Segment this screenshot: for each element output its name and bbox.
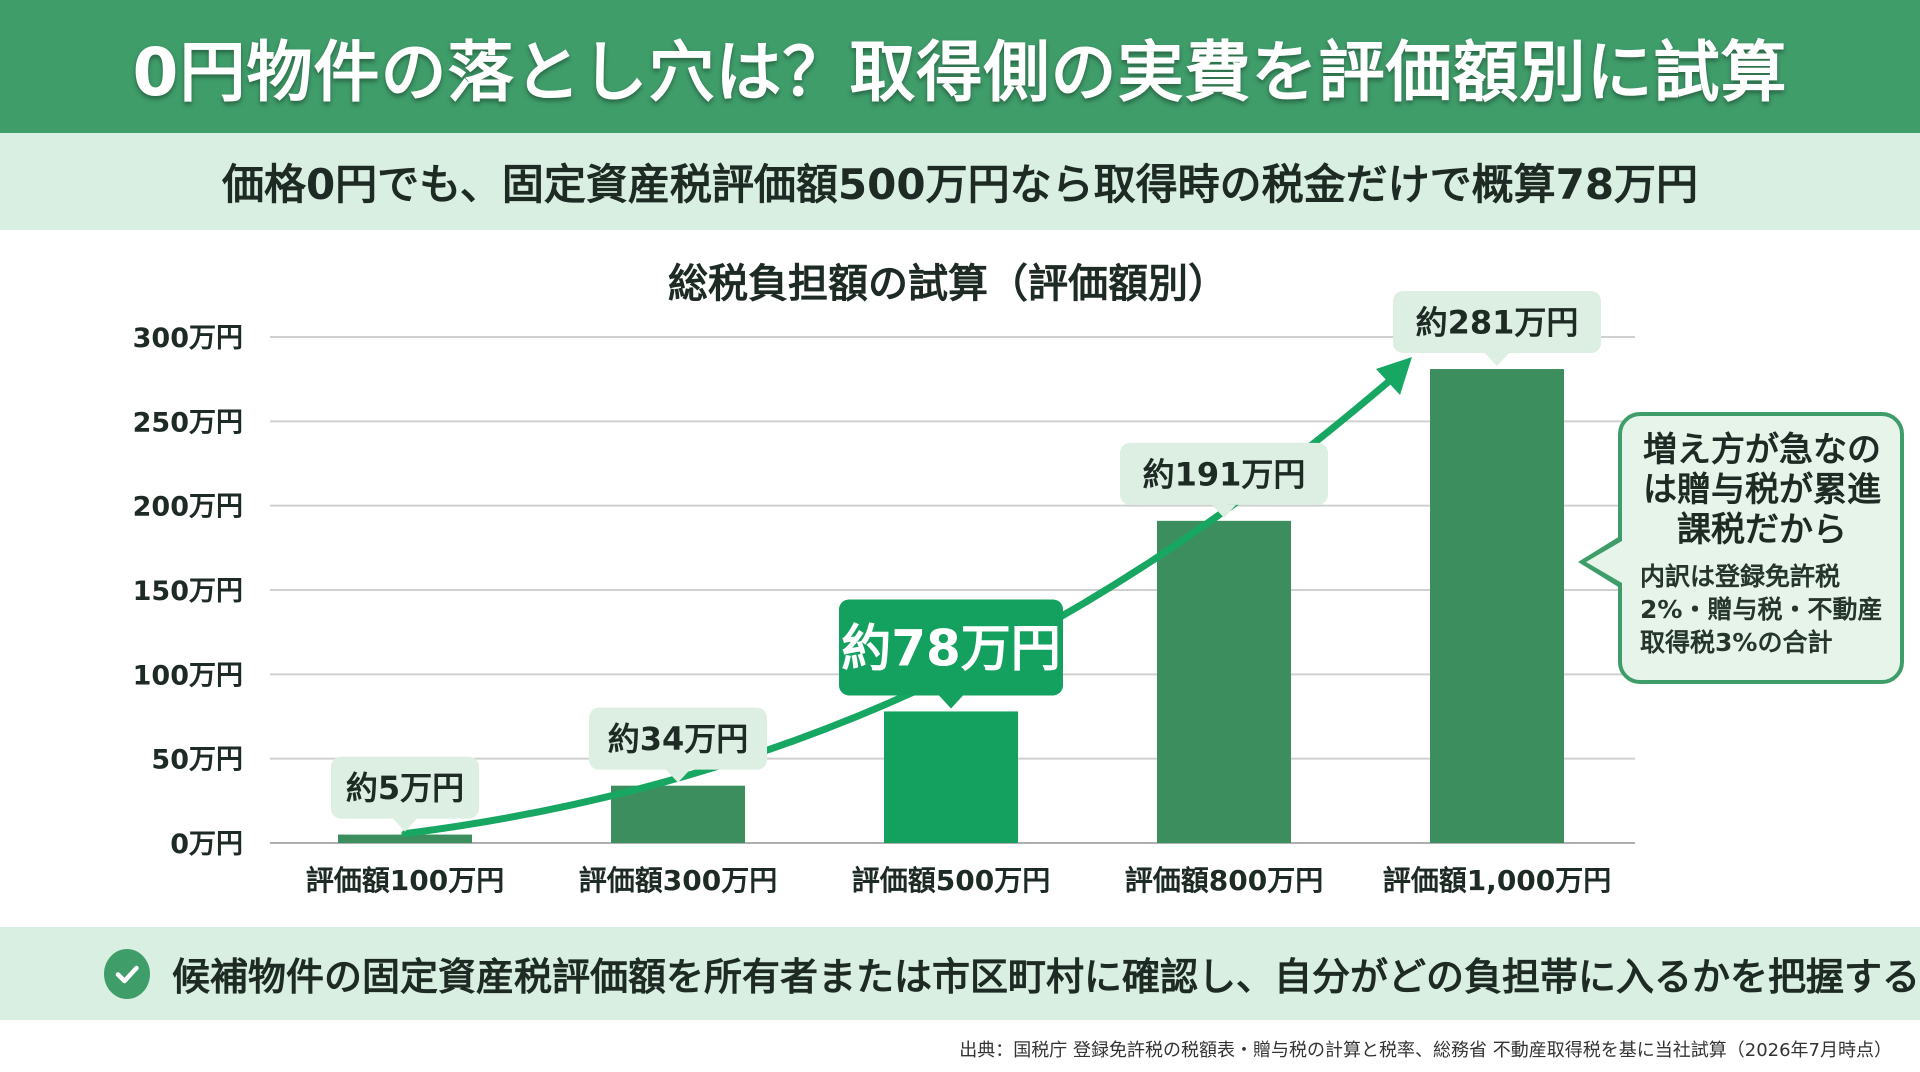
data-labels: 約5万円 約34万円 約78万円 約191万円 約281万円 (331, 291, 1601, 832)
page-title: 0円物件の落とし穴は？取得側の実費を評価額別に試算 (132, 33, 1788, 111)
page-subtitle: 価格0円でも、固定資産税評価額500万円なら取得時の税金だけで概算78万円 (221, 160, 1699, 209)
x-tick-label: 評価額100万円 (306, 864, 504, 897)
callout-tail-fill (1586, 541, 1622, 583)
data-label: 約191万円 (1120, 442, 1328, 518)
x-tick-label: 評価額800万円 (1125, 864, 1323, 897)
trend-arrowhead (1376, 357, 1412, 395)
data-label: 約281万円 (1393, 291, 1601, 367)
data-label-pointer (1212, 504, 1236, 518)
x-tick-label: 評価額300万円 (579, 864, 777, 897)
data-label-bg (1393, 291, 1601, 354)
data-label: 約5万円 (331, 756, 479, 832)
data-label-text: 約78万円 (841, 619, 1061, 677)
data-label-text: 約34万円 (608, 720, 749, 758)
source-note: 出典：国税庁 登録免許税の税額表・贈与税の計算と税率、総務省 不動産取得税を基に… (959, 1040, 1892, 1061)
x-tick-label: 評価額500万円 (852, 864, 1050, 897)
check-circle-icon (104, 948, 150, 999)
x-tick-label: 評価額1,000万円 (1383, 864, 1612, 897)
y-tick-label: 300万円 (133, 323, 243, 354)
data-label-pointer (393, 818, 417, 832)
data-label-highlight: 約78万円 (839, 599, 1063, 709)
y-tick-label: 200万円 (133, 492, 243, 523)
data-label-pointer (666, 769, 690, 783)
action-band: 候補物件の固定資産税評価額を所有者または市区町村に確認し、自分がどの負担帯に入る… (0, 927, 1920, 1020)
bar (884, 711, 1018, 843)
data-label-text: 約191万円 (1143, 455, 1306, 493)
data-label: 約34万円 (589, 707, 767, 783)
callout-body: 内訳は登録免許税2%・贈与税・不動産取得税3%の合計 (1640, 562, 1883, 657)
y-tick-label: 150万円 (133, 576, 243, 607)
data-label-text: 約281万円 (1416, 304, 1579, 342)
x-axis: 評価額100万円 評価額300万円 評価額500万円 評価額800万円 評価額1,000… (306, 864, 1612, 897)
data-label-bg (839, 599, 1063, 696)
bar (338, 834, 472, 843)
callout-heading: 増え方が急なのは贈与税が累進課税だから (1643, 430, 1881, 550)
bar (611, 785, 745, 843)
y-axis: 0万円 50万円 100万円 150万円 200万円 250万円 300万円 (133, 323, 243, 860)
data-label-pointer (939, 695, 963, 709)
y-tick-label: 0万円 (170, 829, 243, 860)
data-label-pointer (1485, 353, 1509, 367)
data-label-bg (589, 707, 767, 770)
explanation-callout: 増え方が急なのは贈与税が累進課税だから 内訳は登録免許税2%・贈与税・不動産取得… (1618, 412, 1904, 684)
y-tick-label: 100万円 (133, 660, 243, 691)
y-tick-label: 50万円 (151, 745, 243, 776)
bars (338, 369, 1564, 843)
bar (1430, 369, 1564, 843)
action-text: 候補物件の固定資産税評価額を所有者または市区町村に確認し、自分がどの負担帯に入る… (171, 955, 1920, 999)
data-label-bg (331, 756, 479, 819)
bar (1157, 520, 1291, 843)
title-band: 0円物件の落とし穴は？取得側の実費を評価額別に試算 (0, 0, 1920, 133)
data-label-text: 約5万円 (346, 769, 464, 807)
y-tick-label: 250万円 (133, 407, 243, 438)
data-label-bg (1120, 442, 1328, 505)
tax-burden-chart: 総税負担額の試算（評価額別） 0万円 50万円 100万円 150万円 200万円 250… (133, 261, 1635, 897)
chart-title: 総税負担額の試算（評価額別） (668, 261, 1228, 307)
subtitle-band: 価格0円でも、固定資産税評価額500万円なら取得時の税金だけで概算78万円 (0, 133, 1920, 230)
